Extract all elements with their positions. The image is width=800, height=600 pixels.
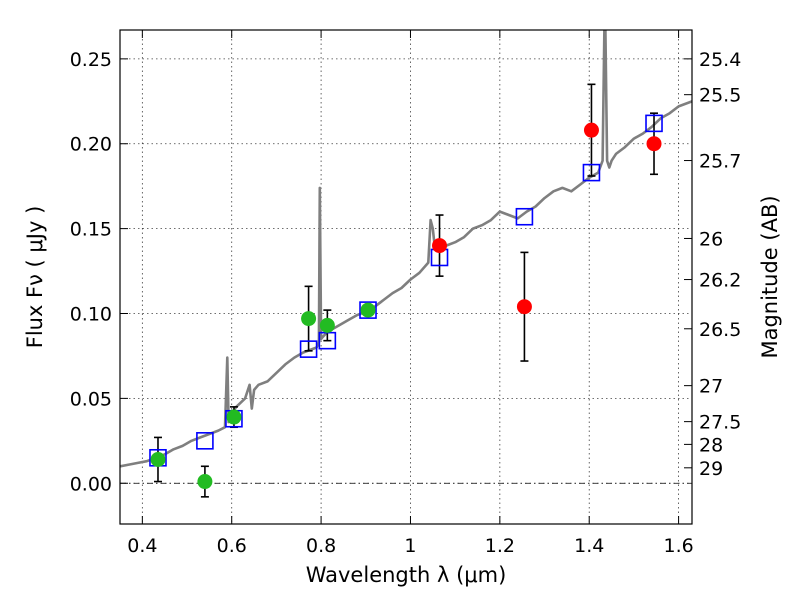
y-tick-label: 0.00 — [70, 473, 112, 495]
right-tick-label: 26.5 — [699, 319, 741, 341]
model-photometry-square — [645, 114, 663, 133]
model-photometry-square — [515, 207, 534, 226]
x-tick-label: 1.2 — [485, 535, 515, 557]
tick-marks — [120, 30, 692, 524]
model-photometry-square — [582, 163, 601, 182]
optical-data-point — [197, 474, 213, 490]
plot-frame — [119, 29, 693, 525]
nir-data-point — [583, 122, 599, 138]
x-tick-label: 1.4 — [574, 535, 604, 557]
optical-data-point — [360, 302, 376, 318]
x-tick-label: 0.8 — [306, 535, 336, 557]
y-axis-label: Flux Fν ( μJy ) — [23, 206, 47, 349]
right-tick-label: 26 — [699, 228, 723, 250]
x-tick-label: 1 — [404, 535, 416, 557]
optical-data-point — [150, 451, 166, 467]
right-tick-label: 27 — [699, 376, 723, 398]
nir-data-point — [516, 299, 532, 315]
y-tick-label: 0.10 — [70, 303, 112, 325]
model-photometry-square — [196, 432, 214, 450]
right-tick-label: 29 — [699, 458, 723, 480]
y-tick-label: 0.05 — [70, 388, 112, 410]
right-axis-label: Magnitude (AB) — [758, 195, 782, 358]
right-tick-label: 25.4 — [699, 49, 741, 71]
right-tick-label: 27.5 — [699, 412, 741, 434]
optical-data-point — [226, 409, 242, 425]
x-axis-label: Wavelength λ (μm) — [306, 563, 507, 587]
optical-data-point — [319, 317, 335, 333]
x-tick-label: 0.4 — [127, 535, 157, 557]
right-tick-label: 26.2 — [699, 270, 741, 292]
spectrum-line — [120, 30, 692, 468]
x-tick-label: 0.6 — [217, 535, 247, 557]
model-photometry-square — [359, 301, 377, 319]
tick-labels: 0.4 0.6 0.8 1 1.2 1.4 1.6 0.00 0.05 0.10 0.15 0.20 0… — [70, 49, 742, 557]
y-tick-label: 0.25 — [70, 49, 112, 71]
plot-area — [120, 30, 692, 498]
optical-data-point — [301, 311, 317, 327]
y-tick-label: 0.15 — [70, 219, 112, 241]
x-tick-label: 1.6 — [663, 535, 693, 557]
right-tick-label: 28 — [699, 434, 723, 456]
model-photometry-square — [299, 340, 318, 358]
nir-data-point — [646, 136, 662, 152]
right-tick-label: 25.5 — [699, 85, 741, 107]
nir-data-point — [432, 238, 448, 254]
y-tick-label: 0.20 — [70, 134, 112, 156]
right-tick-label: 25.7 — [699, 151, 741, 173]
